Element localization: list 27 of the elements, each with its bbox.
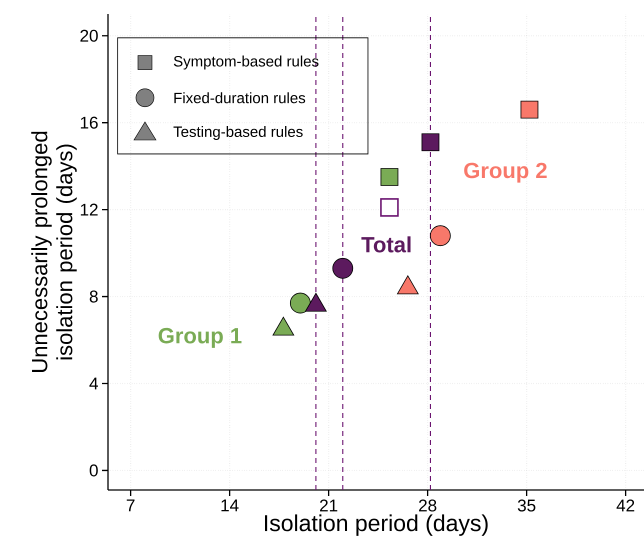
y-axis-title: Unnecessarily prolonged isolation period (days) [31, 132, 77, 372]
point [332, 258, 354, 279]
x-tick-label: 21 [320, 500, 338, 512]
x-axis-title: Isolation period (days) [264, 514, 488, 536]
point [430, 225, 451, 246]
point [290, 292, 311, 314]
x-tick-label: 14 [221, 500, 239, 512]
annotation: Testing-based rules [174, 126, 303, 140]
y-tick-label: 16 [80, 116, 98, 129]
y-tick-label: 4 [89, 378, 98, 390]
y-tick-label: 12 [80, 204, 98, 216]
annotation: Symptom-based rules [174, 56, 318, 70]
point [380, 168, 398, 186]
y-tick-label: 8 [90, 290, 98, 303]
x-tick-label: 28 [419, 500, 436, 512]
point [422, 133, 440, 152]
annotation: Group 1 [158, 328, 242, 348]
annotation: Total [361, 236, 411, 252]
x-tick-label: 35 [518, 500, 536, 512]
point [380, 198, 399, 217]
point [520, 100, 538, 119]
annotation: Fixed-duration rules [174, 92, 306, 104]
x-tick-label: 42 [616, 500, 634, 512]
y-tick-label: 0 [90, 464, 98, 476]
annotation: Group 2 [464, 162, 547, 183]
x-tick-label: 7 [126, 500, 134, 512]
y-tick-label: 20 [80, 30, 98, 42]
